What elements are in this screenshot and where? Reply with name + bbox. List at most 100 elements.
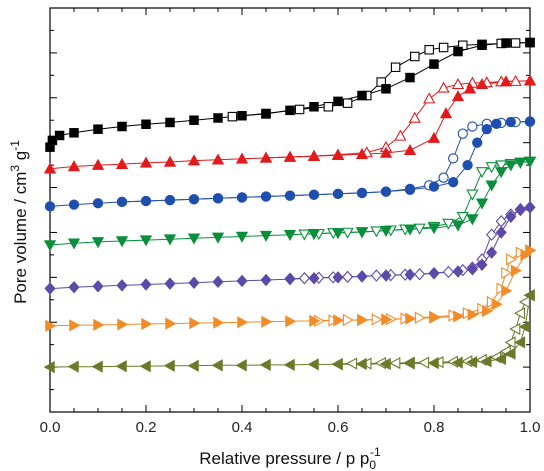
data-point bbox=[309, 359, 318, 369]
data-point bbox=[118, 319, 127, 329]
data-point bbox=[425, 46, 433, 54]
data-point bbox=[309, 190, 318, 199]
data-point bbox=[516, 204, 526, 215]
data-point bbox=[142, 120, 150, 128]
y-axis-title-mid: g bbox=[11, 151, 30, 165]
data-point bbox=[93, 199, 102, 208]
data-point bbox=[343, 315, 352, 325]
data-point bbox=[506, 161, 516, 170]
data-point bbox=[69, 282, 79, 293]
desorption-line bbox=[290, 207, 530, 278]
data-point bbox=[213, 360, 222, 370]
data-point bbox=[189, 195, 198, 204]
data-point bbox=[382, 85, 390, 93]
data-point bbox=[444, 267, 454, 278]
data-point bbox=[415, 269, 425, 280]
data-point bbox=[238, 317, 247, 327]
data-point bbox=[511, 265, 520, 275]
data-point bbox=[347, 358, 356, 368]
data-point bbox=[343, 271, 353, 282]
data-point bbox=[70, 129, 78, 137]
data-point bbox=[228, 112, 236, 120]
x-tick-label: 0.6 bbox=[328, 419, 349, 436]
data-point bbox=[343, 99, 351, 107]
data-point bbox=[415, 313, 424, 323]
data-point bbox=[468, 122, 477, 131]
x-axis-title-sub: 0 bbox=[369, 458, 376, 471]
data-point bbox=[69, 361, 78, 371]
data-point bbox=[430, 60, 438, 68]
data-point bbox=[285, 274, 295, 285]
data-point bbox=[165, 361, 174, 371]
data-point bbox=[93, 281, 103, 292]
data-point bbox=[117, 361, 126, 371]
data-point bbox=[333, 189, 342, 198]
data-point bbox=[190, 116, 198, 124]
data-point bbox=[454, 311, 463, 321]
data-point bbox=[487, 229, 497, 240]
x-axis-title-sup: -1 bbox=[370, 445, 381, 459]
data-point bbox=[515, 308, 524, 318]
data-point bbox=[439, 173, 448, 182]
data-point bbox=[473, 138, 482, 147]
data-point bbox=[334, 315, 343, 325]
data-point bbox=[94, 320, 103, 330]
series-layer bbox=[45, 38, 535, 372]
data-point bbox=[165, 196, 174, 205]
data-point bbox=[93, 361, 102, 371]
data-point bbox=[141, 196, 150, 205]
data-point bbox=[525, 202, 535, 213]
data-point bbox=[262, 317, 271, 327]
data-point bbox=[286, 106, 294, 114]
data-point bbox=[391, 63, 399, 71]
data-point bbox=[406, 313, 415, 323]
data-point bbox=[507, 254, 516, 264]
data-point bbox=[45, 202, 54, 211]
data-point bbox=[141, 279, 151, 290]
data-point bbox=[506, 117, 515, 126]
data-point bbox=[286, 316, 295, 326]
adsorption-line bbox=[50, 295, 530, 367]
data-point bbox=[429, 358, 438, 368]
x-tick-label: 0.0 bbox=[40, 419, 61, 436]
data-point bbox=[477, 168, 487, 177]
data-point bbox=[70, 320, 79, 330]
data-point bbox=[502, 268, 511, 278]
x-axis-title: Relative pressure / p p0-1 bbox=[199, 445, 381, 471]
desorption-line bbox=[338, 295, 530, 364]
plot-frame bbox=[50, 8, 530, 412]
data-point bbox=[492, 119, 501, 128]
y-axis-title-main: Pore volume / cm bbox=[11, 172, 30, 304]
data-point bbox=[429, 268, 439, 279]
data-point bbox=[141, 361, 150, 371]
data-point bbox=[262, 110, 270, 118]
data-point bbox=[237, 193, 246, 202]
data-point bbox=[117, 197, 126, 206]
data-point bbox=[189, 277, 199, 288]
data-point bbox=[419, 357, 428, 367]
data-point bbox=[213, 276, 223, 287]
data-point bbox=[526, 38, 534, 46]
data-point bbox=[405, 145, 415, 154]
data-point bbox=[492, 299, 501, 309]
data-point bbox=[45, 283, 55, 294]
data-point bbox=[357, 188, 366, 197]
data-point bbox=[118, 122, 126, 130]
data-point bbox=[300, 273, 310, 284]
data-point bbox=[295, 105, 303, 113]
data-point bbox=[358, 91, 366, 99]
data-point bbox=[166, 318, 175, 328]
data-point bbox=[424, 93, 434, 102]
data-point bbox=[166, 118, 174, 126]
data-point bbox=[189, 361, 198, 371]
data-point bbox=[486, 181, 496, 190]
data-point bbox=[237, 360, 246, 370]
data-point bbox=[410, 113, 420, 122]
data-point bbox=[55, 131, 63, 139]
data-point bbox=[334, 97, 342, 105]
data-point bbox=[357, 359, 366, 369]
data-point bbox=[477, 199, 487, 208]
data-point bbox=[237, 276, 247, 287]
data-point bbox=[142, 319, 151, 329]
data-point bbox=[94, 125, 102, 133]
